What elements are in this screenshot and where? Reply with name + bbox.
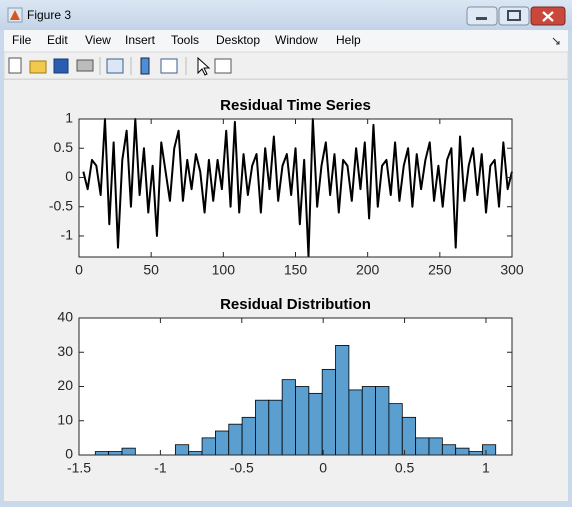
maximize-icon xyxy=(507,10,521,21)
colorbar-icon[interactable] xyxy=(140,57,150,75)
x-tick-label: 250 xyxy=(428,262,452,278)
open-icon[interactable] xyxy=(29,60,47,74)
x-tick-label: -1.5 xyxy=(67,460,91,476)
axes: Residual Time Series 0 50 100 150 200 250 300 -1… xyxy=(49,97,524,278)
menu-item[interactable]: Desktop xyxy=(216,33,260,47)
menu-items: File Edit View Insert Tools Desktop Window Help xyxy=(12,33,361,47)
x-tick-label: 200 xyxy=(356,262,380,278)
histogram-bar xyxy=(335,344,350,456)
x-tick-label: 300 xyxy=(500,262,524,278)
menu-item[interactable]: View xyxy=(85,33,111,47)
minimize-icon xyxy=(476,17,487,20)
y-tick-label: 30 xyxy=(57,343,73,359)
axes: Residual Distribution-1.5 -1 -0.5 0 0.5 10102… xyxy=(57,296,513,476)
histogram-bar xyxy=(441,444,457,456)
save-icon[interactable] xyxy=(53,58,69,74)
x-tick-label: -0.5 xyxy=(230,460,254,476)
y-tick-label: -1 xyxy=(61,227,74,243)
y-tick-label: 10 xyxy=(57,411,73,427)
histogram-bar xyxy=(228,423,243,456)
x-tick-label: 150 xyxy=(284,262,308,278)
histogram-bar xyxy=(348,389,363,456)
histogram-bar xyxy=(268,399,283,456)
y-tick-label: 40 xyxy=(57,309,73,325)
menu-bar xyxy=(4,30,568,52)
menu-item[interactable]: Window xyxy=(275,33,318,47)
close-icon xyxy=(542,11,554,22)
legend-icon[interactable] xyxy=(160,58,178,74)
window-title: Figure 3 xyxy=(27,8,71,22)
print-icon[interactable] xyxy=(76,59,94,72)
x-tick-label: 50 xyxy=(143,262,159,278)
y-tick-label: 20 xyxy=(57,377,73,393)
x-tick-label: 1 xyxy=(482,460,490,476)
x-tick-label: -1 xyxy=(154,460,167,476)
chart-title: Residual Time Series xyxy=(220,97,371,114)
histogram-bar xyxy=(121,447,136,456)
app-icon-logo xyxy=(10,10,20,20)
x-tick-label: 0 xyxy=(319,460,327,476)
histogram-bar xyxy=(375,386,390,456)
y-tick-label: 1 xyxy=(65,110,73,126)
x-tick-label: 0.5 xyxy=(395,460,415,476)
histogram-bar xyxy=(188,451,203,456)
y-tick-label: 0 xyxy=(65,168,73,184)
menu-item[interactable]: Tools xyxy=(171,33,199,47)
histogram-bar xyxy=(94,451,110,456)
toolbar-icons xyxy=(8,56,232,76)
pointer-icon[interactable] xyxy=(197,56,211,76)
menu-item[interactable]: File xyxy=(12,33,32,47)
histogram-bar xyxy=(401,416,417,456)
histogram-bar xyxy=(174,444,190,456)
histogram-bar xyxy=(108,451,123,456)
y-tick-label: -0.5 xyxy=(49,197,73,213)
histogram-bar xyxy=(455,447,470,456)
dock-arrow[interactable] xyxy=(552,37,560,45)
histogram-bar xyxy=(361,386,376,456)
menu-item[interactable]: Help xyxy=(336,33,361,47)
axes-background xyxy=(79,119,512,257)
histogram-bar xyxy=(321,368,336,456)
histogram-bar xyxy=(468,451,483,456)
x-tick-label: 0 xyxy=(75,262,83,278)
menu-item[interactable]: Insert xyxy=(125,33,156,47)
histogram-bar xyxy=(481,444,497,456)
histogram-bar xyxy=(281,379,296,456)
histogram-bar xyxy=(415,437,430,456)
y-tick-label: 0 xyxy=(65,446,73,462)
minimize-button[interactable] xyxy=(466,6,498,26)
histogram-bar xyxy=(308,392,323,456)
histogram-bar xyxy=(295,386,310,456)
histogram-bar xyxy=(241,416,256,456)
y-tick-label: 0.5 xyxy=(54,139,74,155)
series-line xyxy=(82,118,513,258)
plot-browser-icon[interactable] xyxy=(214,58,232,74)
chart-title: Residual Distribution xyxy=(220,296,371,313)
histogram-bar xyxy=(428,437,443,456)
histogram-bar xyxy=(201,437,216,456)
new-icon[interactable] xyxy=(8,57,22,74)
maximize-button[interactable] xyxy=(498,6,530,26)
histogram-bar xyxy=(215,430,230,456)
histogram-bar xyxy=(388,403,403,456)
menu-item[interactable]: Edit xyxy=(47,33,68,47)
x-tick-label: 100 xyxy=(212,262,236,278)
histogram-bar xyxy=(255,399,270,456)
link-icon[interactable] xyxy=(106,58,124,74)
toolbar xyxy=(3,51,569,80)
